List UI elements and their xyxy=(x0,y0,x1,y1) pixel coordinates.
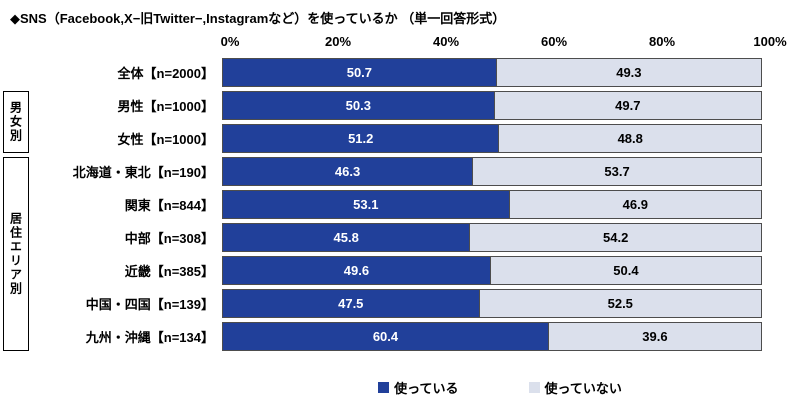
chart-row: 中国・四国【n=139】 47.5 52.5 xyxy=(0,289,800,318)
stacked-bar: 46.3 53.7 xyxy=(222,157,762,186)
chart-row: 全体【n=2000】 50.7 49.3 xyxy=(0,58,800,87)
segment-used: 60.4 xyxy=(223,323,548,350)
segment-not-used: 52.5 xyxy=(478,290,761,317)
chart-row: 男性【n=1000】 50.3 49.7 xyxy=(0,91,800,120)
legend-item: 使っていない xyxy=(528,378,622,397)
stacked-bar: 60.4 39.6 xyxy=(222,322,762,351)
segment-not-used: 48.8 xyxy=(498,125,761,152)
legend-item: 使っている xyxy=(378,378,459,397)
segment-not-used: 49.7 xyxy=(493,92,761,119)
row-label: 中部【n=308】 xyxy=(124,231,214,246)
segment-used: 49.6 xyxy=(223,257,490,284)
chart-row: 女性【n=1000】 51.2 48.8 xyxy=(0,124,800,153)
stacked-bar: 45.8 54.2 xyxy=(222,223,762,252)
x-axis-tick: 40% xyxy=(432,34,460,49)
legend-label: 使っている xyxy=(394,381,459,396)
row-label: 全体【n=2000】 xyxy=(117,66,214,81)
group-label-居住エリア別: 居住エリア別 xyxy=(3,157,29,351)
chart-row: 関東【n=844】 53.1 46.9 xyxy=(0,190,800,219)
legend-swatch xyxy=(528,382,540,393)
x-axis-tick: 100% xyxy=(753,34,787,49)
row-label: 近畿【n=385】 xyxy=(124,264,214,279)
row-label: 九州・沖縄【n=134】 xyxy=(85,330,214,345)
stacked-bar: 47.5 52.5 xyxy=(222,289,762,318)
x-axis-tick: 20% xyxy=(324,34,352,49)
segment-not-used: 49.3 xyxy=(495,59,761,86)
segment-not-used: 54.2 xyxy=(469,224,761,251)
legend: 使っている 使っていない xyxy=(230,378,770,397)
segment-used: 45.8 xyxy=(223,224,470,251)
segment-used: 51.2 xyxy=(223,125,499,152)
segment-not-used: 50.4 xyxy=(489,257,761,284)
legend-label: 使っていない xyxy=(544,381,622,396)
x-axis: 0% 20% 40% 60% 80% 100% xyxy=(221,34,787,52)
row-label: 中国・四国【n=139】 xyxy=(85,297,214,312)
row-label: 男性【n=1000】 xyxy=(117,99,214,114)
segment-used: 50.7 xyxy=(223,59,496,86)
stacked-bar: 50.3 49.7 xyxy=(222,91,762,120)
stacked-bar: 50.7 49.3 xyxy=(222,58,762,87)
chart-row: 近畿【n=385】 49.6 50.4 xyxy=(0,256,800,285)
chart-rows: 全体【n=2000】 50.7 49.3 男性【n=1000】 50.3 49.7 女性【n… xyxy=(0,58,800,355)
segment-used: 47.5 xyxy=(223,290,479,317)
stacked-bar: 49.6 50.4 xyxy=(222,256,762,285)
row-label: 北海道・東北【n=190】 xyxy=(72,165,214,180)
segment-used: 50.3 xyxy=(223,92,494,119)
segment-used: 46.3 xyxy=(223,158,473,185)
x-axis-tick: 80% xyxy=(648,34,676,49)
chart-row: 中部【n=308】 45.8 54.2 xyxy=(0,223,800,252)
stacked-bar: 51.2 48.8 xyxy=(222,124,762,153)
x-axis-tick: 60% xyxy=(540,34,568,49)
legend-swatch xyxy=(378,382,390,393)
segment-not-used: 46.9 xyxy=(508,191,761,218)
x-axis-tick: 0% xyxy=(220,34,240,49)
segment-not-used: 53.7 xyxy=(472,158,761,185)
group-label-男女別: 男女別 xyxy=(3,91,29,153)
segment-used: 53.1 xyxy=(223,191,509,218)
row-label: 女性【n=1000】 xyxy=(117,132,214,147)
row-label: 関東【n=844】 xyxy=(124,198,214,213)
segment-not-used: 39.6 xyxy=(547,323,761,350)
chart-row: 北海道・東北【n=190】 46.3 53.7 xyxy=(0,157,800,186)
stacked-bar: 53.1 46.9 xyxy=(222,190,762,219)
chart-title: ◆SNS（Facebook,X−旧Twitter−,Instagramなど）を使… xyxy=(10,11,506,26)
chart-row: 九州・沖縄【n=134】 60.4 39.6 xyxy=(0,322,800,351)
